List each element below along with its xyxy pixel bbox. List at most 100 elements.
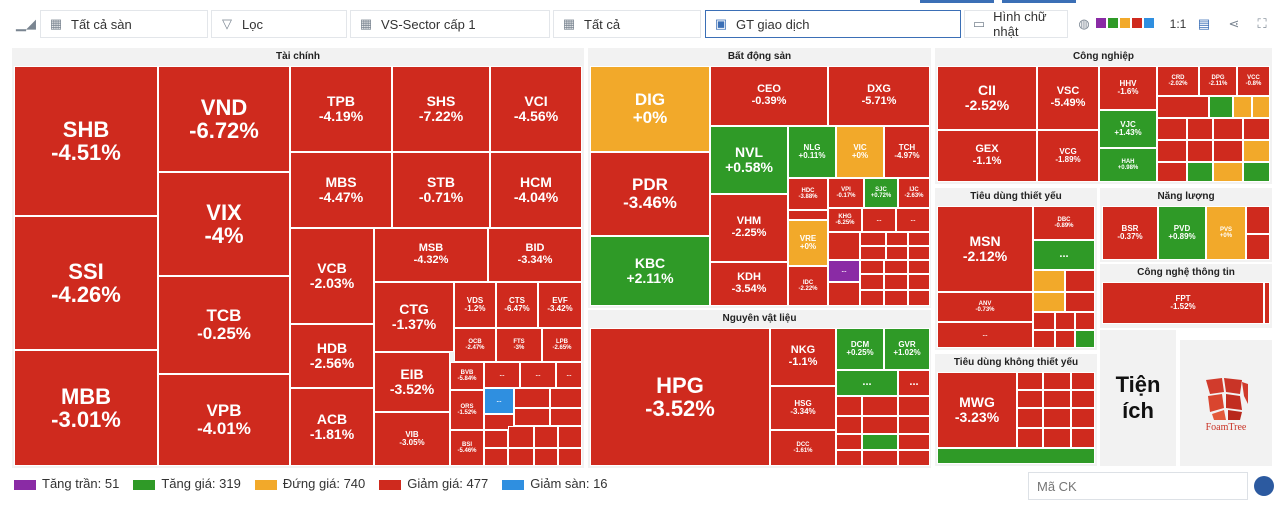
stock-tile[interactable] (1243, 118, 1270, 140)
stock-tile[interactable] (1043, 390, 1071, 408)
stock-tile[interactable] (860, 274, 884, 290)
stock-tile[interactable] (1187, 140, 1213, 162)
foamtree-panel[interactable]: FoamTree (1180, 340, 1272, 466)
stock-tile[interactable] (1157, 118, 1187, 140)
stock-tile[interactable]: CTG -1.37% (374, 282, 454, 352)
stock-tile[interactable] (484, 448, 508, 466)
stock-tile[interactable] (1233, 96, 1252, 118)
stock-tile[interactable]: HCM -4.04% (490, 152, 582, 228)
stock-tile[interactable]: ... (520, 362, 556, 388)
stock-tile[interactable] (550, 408, 582, 426)
stock-tile[interactable] (1243, 162, 1270, 182)
stock-tile[interactable]: ... (896, 208, 930, 232)
stock-tile[interactable]: VIC +0% (836, 126, 884, 178)
stock-tile[interactable]: TCH -4.97% (884, 126, 930, 178)
stock-tile[interactable]: MBS -4.47% (290, 152, 392, 228)
stock-tile[interactable] (886, 232, 908, 246)
stock-tile[interactable] (1033, 270, 1065, 292)
stock-tile[interactable] (860, 260, 884, 274)
stock-tile[interactable]: HDC -3.88% (788, 178, 828, 210)
stock-tile[interactable] (484, 430, 508, 448)
stock-tile[interactable] (1213, 162, 1243, 182)
stock-tile[interactable] (1071, 428, 1095, 448)
stock-tile[interactable]: VIX -4% (158, 172, 290, 276)
stock-tile[interactable]: CEO -0.39% (710, 66, 828, 126)
stock-tile[interactable] (898, 450, 930, 466)
stock-tile[interactable] (860, 290, 884, 306)
stock-tile[interactable]: MBB -3.01% (14, 350, 158, 466)
stock-tile[interactable] (1033, 292, 1065, 312)
stock-tile[interactable] (514, 408, 550, 426)
stock-tile[interactable] (1246, 206, 1270, 234)
stock-tile[interactable]: TCB -0.25% (158, 276, 290, 374)
stock-tile[interactable] (1043, 372, 1071, 390)
stock-tile[interactable] (886, 246, 908, 260)
stock-tile[interactable]: DCM +0.25% (836, 328, 884, 370)
stock-tile[interactable] (1033, 330, 1055, 348)
stock-tile[interactable]: TPB -4.19% (290, 66, 392, 152)
stock-tile[interactable]: ORS -1.52% (450, 390, 484, 430)
stock-tile[interactable] (1187, 162, 1213, 182)
stock-tile[interactable] (1071, 372, 1095, 390)
stock-tile[interactable] (1017, 372, 1043, 390)
stock-tile[interactable]: BSI -5.46% (450, 430, 484, 466)
stock-tile[interactable] (1264, 282, 1270, 324)
stock-tile[interactable]: HHV -1.6% (1099, 66, 1157, 110)
stock-tile[interactable] (508, 426, 534, 448)
stock-tile[interactable]: PVS +0% (1206, 206, 1246, 260)
stock-tile[interactable]: OCB -2.47% (454, 328, 496, 362)
stock-tile[interactable]: HAH +0.98% (1099, 148, 1157, 182)
stock-tile[interactable]: ... (862, 208, 896, 232)
stock-tile[interactable]: ... (836, 370, 898, 396)
stock-tile[interactable]: CTS -6.47% (496, 282, 538, 328)
palette-icon[interactable]: ◍ (1078, 16, 1090, 31)
stock-tile[interactable] (908, 290, 930, 306)
stock-tile[interactable]: VSC -5.49% (1037, 66, 1099, 130)
stock-tile[interactable]: ... (828, 260, 860, 282)
save-icon[interactable]: ▤ (1197, 16, 1211, 31)
stock-tile[interactable]: FPT -1.52% (1102, 282, 1264, 324)
stock-tile[interactable] (508, 448, 534, 466)
stock-tile[interactable] (1209, 96, 1233, 118)
stock-tile[interactable] (1157, 162, 1187, 182)
stock-tile[interactable]: KBC +2.11% (590, 236, 710, 306)
stock-tile[interactable] (862, 434, 898, 450)
stock-tile[interactable] (1157, 140, 1187, 162)
stock-tile[interactable]: DCC -1.61% (770, 430, 836, 466)
stock-tile[interactable] (884, 290, 908, 306)
stock-tile[interactable] (1075, 312, 1095, 330)
stock-tile[interactable]: ... (898, 370, 930, 396)
stock-tile[interactable] (788, 210, 828, 220)
stock-tile[interactable]: IJC -2.63% (898, 178, 930, 208)
stock-tile[interactable] (1071, 390, 1095, 408)
stock-tile[interactable]: VND -6.72% (158, 66, 290, 172)
stock-tile[interactable]: ACB -1.81% (290, 388, 374, 466)
stock-tile[interactable] (836, 396, 862, 416)
stock-tile[interactable]: ... (556, 362, 582, 388)
stock-tile[interactable]: VPI -0.17% (828, 178, 864, 208)
stock-tile[interactable]: SHS -7.22% (392, 66, 490, 152)
stock-tile[interactable]: BSR -0.37% (1102, 206, 1158, 260)
stock-tile[interactable]: SSI -4.26% (14, 216, 158, 350)
exchange-select[interactable]: ▦ Tất cả sàn (40, 10, 208, 38)
stock-tile[interactable] (898, 434, 930, 450)
stock-tile[interactable] (484, 414, 514, 430)
stock-tile[interactable]: GVR +1.02% (884, 328, 930, 370)
stock-tile[interactable] (898, 396, 930, 416)
stock-tile[interactable]: NKG -1.1% (770, 328, 836, 386)
stock-tile[interactable]: VHM -2.25% (710, 194, 788, 262)
stock-tile[interactable] (534, 448, 558, 466)
all-select[interactable]: ▦ Tất cả (553, 10, 701, 38)
stock-tile[interactable]: PDR -3.46% (590, 152, 710, 236)
stock-tile[interactable]: MSN -2.12% (937, 206, 1033, 292)
color-palette[interactable] (1096, 18, 1154, 28)
stock-tile[interactable] (898, 416, 930, 434)
stock-tile[interactable] (836, 434, 862, 450)
stock-tile[interactable] (908, 246, 930, 260)
stock-tile[interactable]: DIG +0% (590, 66, 710, 152)
stock-tile[interactable]: NVL +0.58% (710, 126, 788, 194)
collapse-icon[interactable]: ▁◢ (16, 16, 36, 31)
stock-tile[interactable]: LPB -2.65% (542, 328, 582, 362)
stock-tile[interactable]: VCB -2.03% (290, 228, 374, 324)
stock-tile[interactable] (908, 260, 930, 274)
